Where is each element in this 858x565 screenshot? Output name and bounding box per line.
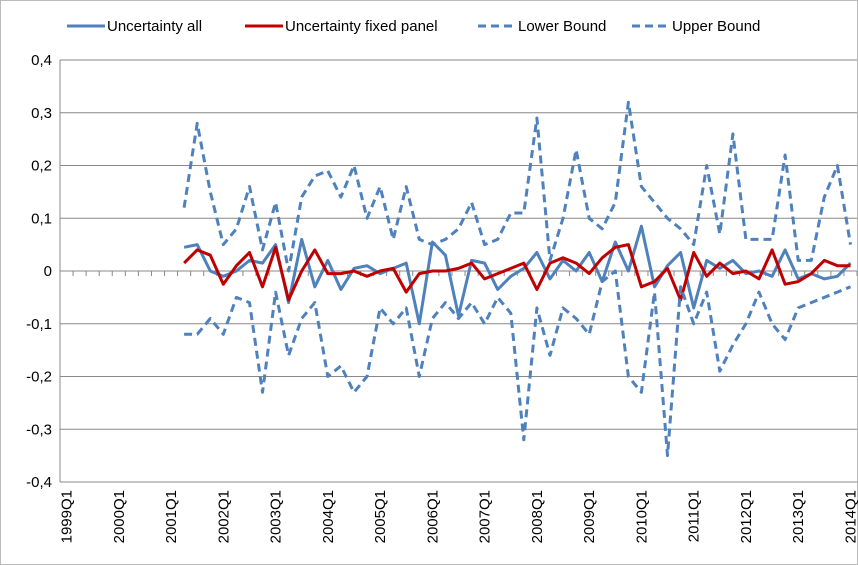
x-tick-label: 2010Q1 <box>633 490 650 543</box>
x-tick-label: 2006Q1 <box>424 490 441 543</box>
x-tick-label: 2014Q1 <box>842 490 858 543</box>
legend-label: Uncertainty fixed panel <box>285 18 438 35</box>
y-tick-label: 0,3 <box>31 105 52 122</box>
x-tick-label: 2007Q1 <box>477 490 494 543</box>
y-tick-label: -0,4 <box>26 474 52 491</box>
series-line <box>184 269 852 458</box>
x-tick-label: 2012Q1 <box>738 490 755 543</box>
series-line <box>183 224 852 326</box>
x-tick-label: 2008Q1 <box>529 490 546 543</box>
series-line <box>182 100 852 273</box>
x-tick-label: 2002Q1 <box>215 490 232 543</box>
x-tick-label: 2004Q1 <box>320 490 337 543</box>
x-tick-label: 2001Q1 <box>163 490 180 543</box>
x-tick-label: 2013Q1 <box>790 490 807 543</box>
y-tick-label: 0,2 <box>31 158 52 175</box>
x-tick-label: 2005Q1 <box>372 490 389 543</box>
y-tick-label: 0,4 <box>31 52 52 69</box>
legend-label: Uncertainty all <box>107 18 202 35</box>
x-tick-label: 2011Q1 <box>686 490 703 542</box>
legend-label: Lower Bound <box>518 18 606 35</box>
y-tick-label: -0,1 <box>26 316 52 333</box>
y-tick-label: 0,1 <box>31 210 52 227</box>
y-tick-label: -0,2 <box>26 369 52 386</box>
x-tick-label: 2009Q1 <box>581 490 598 543</box>
x-tick-label: 2003Q1 <box>268 490 285 543</box>
series-line <box>183 243 851 302</box>
y-tick-label: -0,3 <box>26 421 52 438</box>
legend-label: Upper Bound <box>672 18 760 35</box>
x-tick-label: 1999Q1 <box>59 490 76 543</box>
y-tick-label: 0 <box>44 263 52 280</box>
x-tick-label: 2000Q1 <box>111 490 128 543</box>
